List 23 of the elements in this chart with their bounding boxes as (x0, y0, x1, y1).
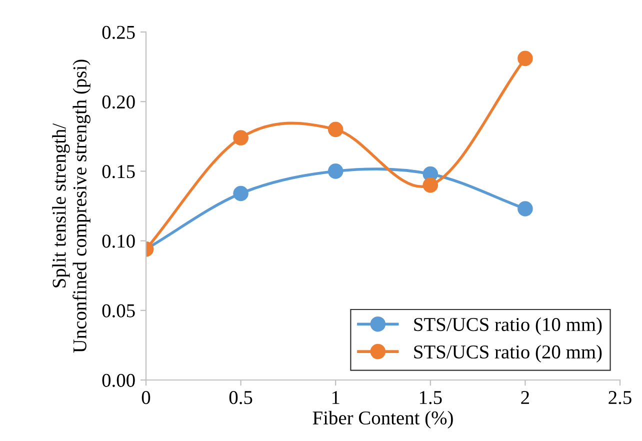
x-tick-label: 1 (332, 391, 340, 404)
point (518, 201, 533, 216)
y-tick-label: 0.20 (102, 95, 135, 109)
point (328, 164, 344, 179)
x-tick-label: 0.5 (229, 390, 252, 404)
point (422, 177, 438, 193)
y-tick-label: 0.25 (102, 26, 135, 40)
y-axis-title: Split tensile strength/ Unconfined compresive strength (psi) (52, 60, 90, 353)
y-tick-label: 0.05 (102, 304, 135, 318)
x-tick-label: 2.5 (608, 391, 632, 404)
legend-label: STS/UCS ratio (20 mm) (414, 344, 602, 362)
y-tick-label: 0.15 (102, 165, 135, 178)
point (233, 130, 248, 146)
point (233, 186, 248, 202)
x-tick-label: 1.5 (420, 391, 442, 404)
x-tick-label: 0 (142, 390, 150, 404)
y-tick-label: 0.00 (102, 374, 135, 388)
y-tick-label: 0.10 (102, 234, 135, 248)
legend-label: STS/UCS ratio (10 mm) (414, 317, 602, 336)
point (328, 122, 344, 138)
x-tick-label: 2 (521, 391, 529, 404)
x-axis-title: Fiber Content (%) (312, 410, 453, 428)
point (518, 50, 533, 66)
